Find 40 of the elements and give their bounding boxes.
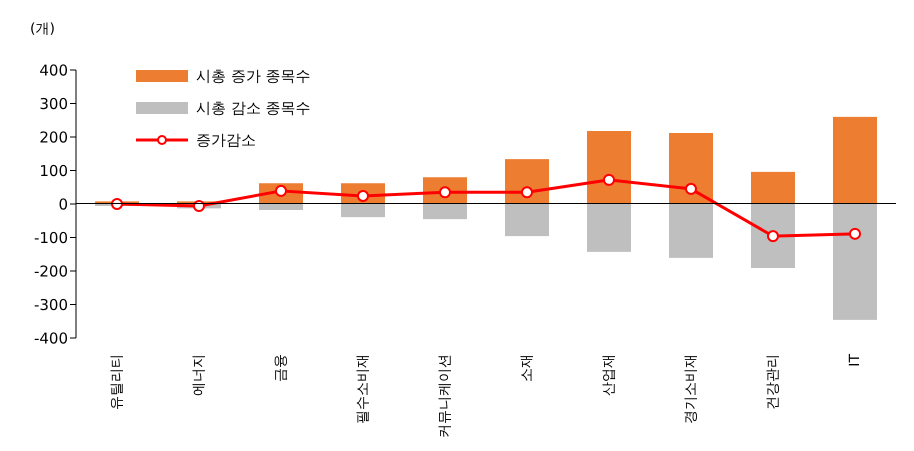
bar [833, 116, 877, 204]
x-tick-label: 커뮤니케이션 [437, 354, 453, 438]
y-tick-label: 400 [39, 61, 68, 80]
bar [669, 204, 713, 258]
point [521, 186, 533, 198]
x-tick-label: 금융 [273, 354, 289, 382]
y-tick-label: 0 [58, 195, 68, 214]
y-tick-label: 100 [39, 162, 68, 180]
x-tick-label: 산업재 [601, 354, 617, 396]
legend-label: 증가감소 [196, 130, 256, 150]
bar [505, 204, 549, 236]
bar [587, 204, 631, 252]
y-axis-title: (개) [30, 20, 55, 38]
bar [833, 204, 877, 320]
y-tick-label: -300 [34, 296, 68, 314]
point [849, 228, 861, 240]
point [767, 230, 779, 242]
bar [587, 130, 631, 204]
x-tick-label: 소재 [519, 354, 535, 382]
y-tick-label: -400 [34, 329, 68, 348]
x-tick-label: 필수소비재 [355, 354, 371, 424]
point [603, 174, 615, 186]
x-tick-label: 에너지 [191, 354, 207, 396]
legend-label: 시총 감소 종목수 [196, 98, 311, 118]
x-tick-label: 유틸리티 [109, 354, 125, 410]
bar [669, 132, 713, 204]
y-tick-label: -100 [34, 228, 68, 247]
y-tick-label: 300 [39, 94, 68, 113]
y-tick-label: 200 [39, 128, 68, 146]
bar [751, 204, 795, 268]
bar [341, 204, 385, 218]
legend-label: 시총 증가 종목수 [196, 66, 311, 86]
x-tick-label: 경기소비재 [683, 354, 699, 424]
bar [751, 172, 795, 204]
bar [423, 204, 467, 220]
bar [259, 204, 303, 210]
x-tick-label: 건강관리 [765, 354, 781, 410]
y-tick-label: -200 [34, 262, 68, 280]
point [685, 182, 697, 195]
x-tick-label: IT [847, 354, 863, 367]
